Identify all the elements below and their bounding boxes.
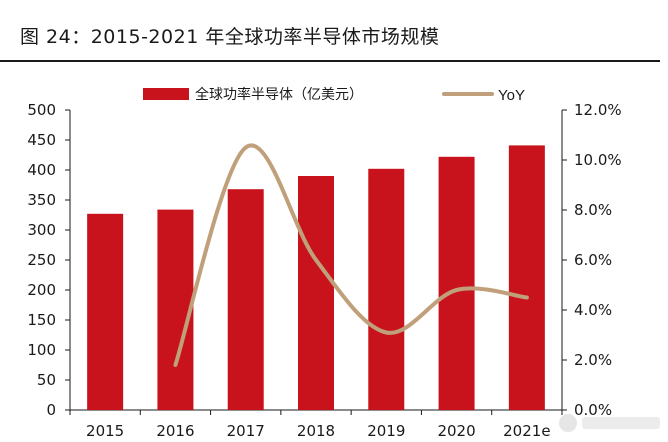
x-tick-label: 2017 bbox=[227, 422, 265, 440]
left-tick-label: 300 bbox=[27, 221, 56, 239]
left-tick-label: 200 bbox=[27, 281, 56, 299]
tick-labels: 0 50 100 150 200 250 300 350 400 450 500 0.0% 2.0% 4.… bbox=[27, 101, 621, 440]
x-tick-label: 2021e bbox=[503, 422, 550, 440]
x-tick-label: 2015 bbox=[86, 422, 124, 440]
right-tick-label: 4.0% bbox=[574, 301, 612, 319]
title-rule bbox=[0, 60, 660, 62]
right-tick-label: 8.0% bbox=[574, 201, 612, 219]
watermark-logo bbox=[559, 414, 660, 432]
legend-line-label: YoY bbox=[498, 87, 525, 104]
bar bbox=[157, 209, 194, 410]
left-tick-label: 500 bbox=[27, 101, 56, 119]
left-tick-label: 350 bbox=[27, 191, 56, 209]
left-tick-label: 0 bbox=[46, 401, 56, 419]
bar-series bbox=[87, 145, 545, 410]
bar bbox=[298, 176, 334, 410]
bar bbox=[508, 145, 545, 410]
left-tick-label: 250 bbox=[27, 251, 56, 269]
right-tick-label: 0.0% bbox=[574, 401, 612, 419]
yoy-line bbox=[173, 143, 529, 367]
left-tick-label: 400 bbox=[27, 161, 56, 179]
right-tick-label: 2.0% bbox=[574, 351, 612, 369]
right-tick-label: 10.0% bbox=[574, 151, 622, 169]
x-tick-label: 2020 bbox=[437, 422, 475, 440]
x-tick-label: 2016 bbox=[156, 422, 194, 440]
right-tick-label: 12.0% bbox=[574, 101, 622, 119]
bar bbox=[368, 168, 405, 410]
x-tick-label: 2019 bbox=[367, 422, 405, 440]
bar bbox=[87, 213, 124, 410]
bar bbox=[227, 189, 264, 410]
legend: 全球功率半导体（亿美元） YoY bbox=[143, 86, 525, 104]
left-tick-label: 450 bbox=[27, 131, 56, 149]
legend-bar-swatch bbox=[143, 88, 189, 100]
yoy-line-series bbox=[173, 143, 529, 367]
bar bbox=[438, 156, 475, 410]
figure-title: 图 24：2015-2021 年全球功率半导体市场规模 bbox=[20, 26, 440, 48]
x-tick-label: 2018 bbox=[297, 422, 335, 440]
left-tick-label: 100 bbox=[27, 341, 56, 359]
right-tick-label: 6.0% bbox=[574, 251, 612, 269]
left-tick-label: 50 bbox=[37, 371, 56, 389]
left-tick-label: 150 bbox=[27, 311, 56, 329]
legend-bar-label: 全球功率半导体（亿美元） bbox=[195, 86, 363, 103]
